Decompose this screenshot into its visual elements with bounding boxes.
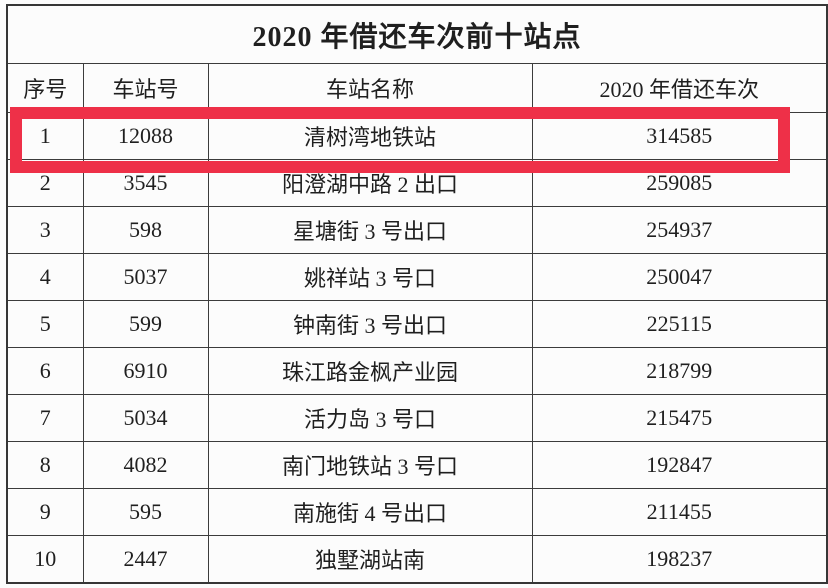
table-row: 4 5037 姚祥站 3 号口 250047 [6,253,828,301]
cell-seq: 4 [6,253,84,301]
cell-station-name: 阳澄湖中路 2 出口 [207,159,533,207]
table-row: 1 12088 清树湾地铁站 314585 [6,112,828,160]
cell-station-name: 南施街 4 号出口 [207,488,533,536]
cell-trips: 211455 [531,488,828,536]
cell-station-id: 599 [82,300,209,348]
cell-station-id: 5034 [82,394,209,442]
table-row: 5 599 钟南街 3 号出口 225115 [6,300,828,348]
cell-seq: 5 [6,300,84,348]
page-title: 2020 年借还车次前十站点 [6,4,828,64]
cell-station-name: 钟南街 3 号出口 [207,300,533,348]
column-header-trips: 2020 年借还车次 [531,63,828,113]
cell-station-id: 5037 [82,253,209,301]
table-row: 3 598 星塘街 3 号出口 254937 [6,206,828,254]
table-row: 7 5034 活力岛 3 号口 215475 [6,394,828,442]
cell-station-id: 595 [82,488,209,536]
cell-station-name: 南门地铁站 3 号口 [207,441,533,489]
cell-station-id: 3545 [82,159,209,207]
cell-seq: 7 [6,394,84,442]
table-row: 6 6910 珠江路金枫产业园 218799 [6,347,828,395]
cell-trips: 254937 [531,206,828,254]
column-header-station-name: 车站名称 [207,63,533,113]
title-row: 2020 年借还车次前十站点 [6,4,828,64]
cell-station-id: 4082 [82,441,209,489]
cell-trips: 192847 [531,441,828,489]
cell-trips: 218799 [531,347,828,395]
cell-seq: 3 [6,206,84,254]
cell-station-name: 独墅湖站南 [207,535,533,584]
top-stations-table: 2020 年借还车次前十站点 序号 车站号 车站名称 2020 年借还车次 1 … [6,4,828,584]
cell-seq: 10 [6,535,84,584]
cell-station-name: 活力岛 3 号口 [207,394,533,442]
cell-station-name: 珠江路金枫产业园 [207,347,533,395]
column-header-seq: 序号 [6,63,84,113]
header-row: 序号 车站号 车站名称 2020 年借还车次 [6,63,828,113]
cell-station-name: 星塘街 3 号出口 [207,206,533,254]
cell-station-id: 2447 [82,535,209,584]
cell-seq: 2 [6,159,84,207]
cell-trips: 259085 [531,159,828,207]
table-row: 2 3545 阳澄湖中路 2 出口 259085 [6,159,828,207]
cell-trips: 250047 [531,253,828,301]
table-row: 9 595 南施街 4 号出口 211455 [6,488,828,536]
cell-trips: 215475 [531,394,828,442]
cell-station-name: 姚祥站 3 号口 [207,253,533,301]
cell-station-name: 清树湾地铁站 [207,112,533,160]
cell-trips: 314585 [531,112,828,160]
cell-station-id: 6910 [82,347,209,395]
cell-seq: 9 [6,488,84,536]
cell-seq: 1 [6,112,84,160]
cell-trips: 198237 [531,535,828,584]
cell-station-id: 598 [82,206,209,254]
cell-station-id: 12088 [82,112,209,160]
cell-trips: 225115 [531,300,828,348]
table-row: 8 4082 南门地铁站 3 号口 192847 [6,441,828,489]
column-header-station-id: 车站号 [82,63,209,113]
cell-seq: 8 [6,441,84,489]
cell-seq: 6 [6,347,84,395]
table-row: 10 2447 独墅湖站南 198237 [6,535,828,584]
